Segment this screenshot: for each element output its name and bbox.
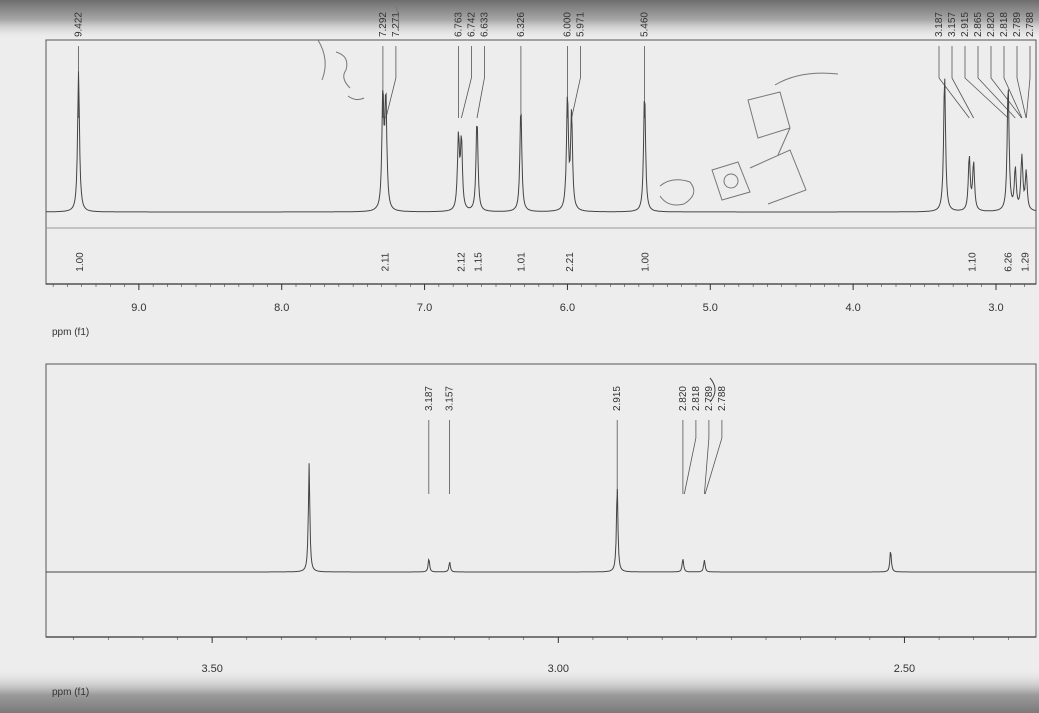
panel1-peak-leader	[977, 46, 1016, 119]
panel1-peak-leader	[1003, 46, 1023, 119]
panel1-integral-value: 6.26	[1003, 252, 1014, 272]
panel1-peak-label: 3.157	[947, 12, 958, 37]
panel1-peak-label: 6.633	[479, 12, 490, 37]
panel2-peak-label: 2.915	[612, 386, 623, 411]
panel1-peak-leader	[951, 46, 974, 119]
panel1-integral-value: 1.00	[75, 252, 86, 272]
panel1-peak-label: 7.292	[378, 12, 389, 37]
panel2-peak-leader	[683, 420, 697, 495]
panel2-peak-label: 3.187	[424, 386, 435, 411]
panel1-peak-label: 6.326	[516, 12, 527, 37]
panel1-peak-label: 2.915	[960, 12, 971, 37]
panel1-integral-value: 2.21	[565, 252, 576, 272]
panel1-spectrum-trace	[46, 71, 1037, 213]
panel1-tick-label: 5.0	[703, 302, 718, 314]
panel2-x-axis-ticks: 3.50 3.00 2.50	[73, 637, 1009, 675]
panel1-integral-value: 1.01	[516, 252, 527, 272]
panel2-x-axis-title: ppm (f1)	[52, 687, 89, 698]
panel1-peak-labels: 9.422 7.292 7.271 6.763 6.742 6.633 6.326 6.000…	[74, 12, 1036, 119]
panel2-tick-label: 3.00	[548, 663, 569, 675]
panel1-peak-leader	[938, 46, 970, 119]
panel2-frame	[45, 363, 1037, 638]
panel2-spectrum-trace	[46, 463, 1036, 573]
panel1-integral-value: 1.00	[641, 252, 652, 272]
panel1-peak-leader	[461, 46, 472, 119]
panel2-peak-label: 2.818	[691, 386, 702, 411]
panel1-integral-value: 1.15	[473, 252, 484, 272]
panel1-tick-label: 4.0	[845, 302, 860, 314]
panel1-tick-label: 6.0	[560, 302, 575, 314]
panel1-peak-label: 5.460	[640, 12, 651, 37]
panel1-peak-label: 6.000	[562, 12, 573, 37]
panel2-peak-leader	[704, 420, 723, 495]
hand-drawn-structure-sketch	[659, 72, 839, 206]
panel1-x-axis-title: ppm (f1)	[52, 327, 89, 338]
scan-shadow-bottom	[0, 668, 1039, 713]
panel1-peak-leader	[385, 46, 397, 119]
panel2-multiplet-bracket	[709, 377, 716, 403]
panel2-peak-label: 2.788	[717, 386, 728, 411]
panel2-peak-label: 2.789	[704, 386, 715, 411]
panel1-integral-value: 2.12	[456, 252, 467, 272]
panel1-peak-label: 2.788	[1025, 12, 1036, 37]
hand-drawn-notes	[317, 5, 400, 101]
panel2-tick-label: 2.50	[894, 663, 915, 675]
panel1-peak-label: 2.818	[999, 12, 1010, 37]
panel1-integral-values: 1.00 2.11 2.12 1.15 1.01 2.21 1.00 1.10 6.26 1.29	[75, 252, 1032, 272]
panel1-peak-label: 9.422	[74, 12, 85, 37]
panel1-tick-label: 7.0	[417, 302, 432, 314]
panel1-peak-leader	[476, 46, 485, 119]
panel2-peak-leader	[704, 420, 710, 495]
panel1-frame	[45, 39, 1037, 285]
scan-shadow-top	[0, 0, 1039, 40]
panel1-peak-label: 2.789	[1012, 12, 1023, 37]
panel1-peak-leader	[1016, 46, 1027, 119]
panel1-peak-leader	[990, 46, 1023, 119]
panel1-peak-label: 7.271	[391, 12, 402, 37]
panel2-peak-label: 3.157	[445, 386, 456, 411]
panel1-tick-label: 8.0	[274, 302, 289, 314]
panel2-peak-labels: 3.187 3.157 2.915 2.820 2.818 2.789 2.788	[424, 386, 728, 495]
panel1-peak-leader	[964, 46, 1009, 119]
panel2-peak-label: 2.820	[678, 386, 689, 411]
panel1-integral-value: 2.11	[381, 252, 392, 271]
panel1-peak-label: 5.971	[575, 12, 586, 37]
panel1-integral-value: 1.10	[968, 252, 979, 272]
full-spectrum-panel: 9.422 7.292 7.271 6.763 6.742 6.633 6.326 6.000…	[45, 12, 1037, 338]
panel1-peak-label: 2.865	[973, 12, 984, 37]
zoom-spectrum-panel: 3.187 3.157 2.915 2.820 2.818 2.789 2.788 3.50…	[45, 363, 1037, 698]
panel2-tick-label: 3.50	[201, 663, 222, 675]
panel1-peak-label: 3.187	[934, 12, 945, 37]
panel1-peak-leader	[571, 46, 581, 119]
panel1-peak-leader	[1025, 46, 1031, 119]
panel1-peak-label: 6.763	[453, 12, 464, 37]
panel1-peak-label: 6.742	[466, 12, 477, 37]
panel1-integral-value: 1.29	[1021, 252, 1032, 272]
panel1-tick-label: 9.0	[131, 302, 146, 314]
panel1-tick-label: 3.0	[988, 302, 1003, 314]
panel1-x-axis-ticks: 9.0 8.0 7.0 6.0 5.0 4.0 3.0	[52, 284, 1025, 314]
panel1-peak-label: 2.820	[986, 12, 997, 37]
